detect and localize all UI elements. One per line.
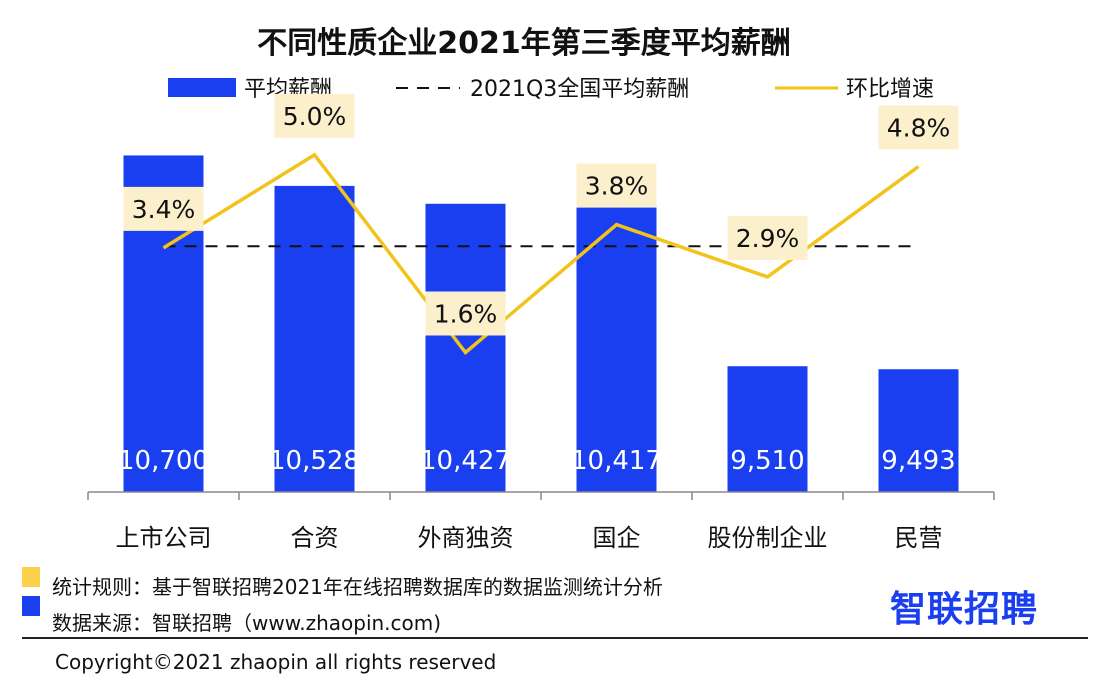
legend-label-line: 环比增速 [846,77,934,102]
growth-label-box [425,291,506,336]
growth-label-box [878,105,959,150]
legend-label-dashed: 2021Q3全国平均薪酬 [470,77,689,102]
x-tick-label: 外商独资 [418,524,514,552]
growth-label-box [727,215,808,260]
chart: 不同性质企业2021年第三季度平均薪酬 平均薪酬 2021Q3全国平均薪酬 环比… [87,26,995,552]
x-tick-label: 国企 [593,524,641,552]
growth-label: 2.9% [736,224,800,253]
bar-value-label: 10,417 [571,446,662,476]
bar-5 [878,369,959,492]
growth-label: 4.8% [887,114,951,143]
rule-legend-square [22,567,40,587]
bar-value-label: 9,493 [881,446,955,476]
growth-label-box [123,186,204,231]
x-tick-label: 上市公司 [116,524,212,552]
bar-value-label: 9,510 [730,446,804,476]
stat-rule-note: 统计规则：基于智联招聘2021年在线招聘数据库的数据监测统计分析 [52,575,663,599]
zhaopin-logo: 智联招聘 [890,589,1039,630]
data-source-note: 数据来源：智联招聘（www.zhaopin.com) [52,611,442,635]
source-legend-square [22,596,40,616]
bar-4 [727,366,808,492]
bar-1 [274,185,355,492]
growth-label: 3.8% [585,172,649,201]
growth-label-box [576,163,657,208]
x-tick-label: 股份制企业 [708,524,828,552]
divider [22,637,1088,639]
bar-value-label: 10,427 [420,446,511,476]
copyright: Copyright©2021 zhaopin all rights reserv… [55,650,497,674]
bar-2 [425,203,506,492]
growth-label: 1.6% [434,300,498,329]
x-tick-label: 合资 [291,524,339,552]
growth-label: 5.0% [283,102,347,131]
bar-3 [576,205,657,492]
bar-value-label: 10,700 [118,446,209,476]
chart-title: 不同性质企业2021年第三季度平均薪酬 [257,26,791,61]
legend-swatch-bar [168,78,236,97]
growth-label-box [274,93,355,138]
x-tick-label: 民营 [895,524,943,552]
bar-value-label: 10,528 [269,446,360,476]
growth-label: 3.4% [132,195,196,224]
